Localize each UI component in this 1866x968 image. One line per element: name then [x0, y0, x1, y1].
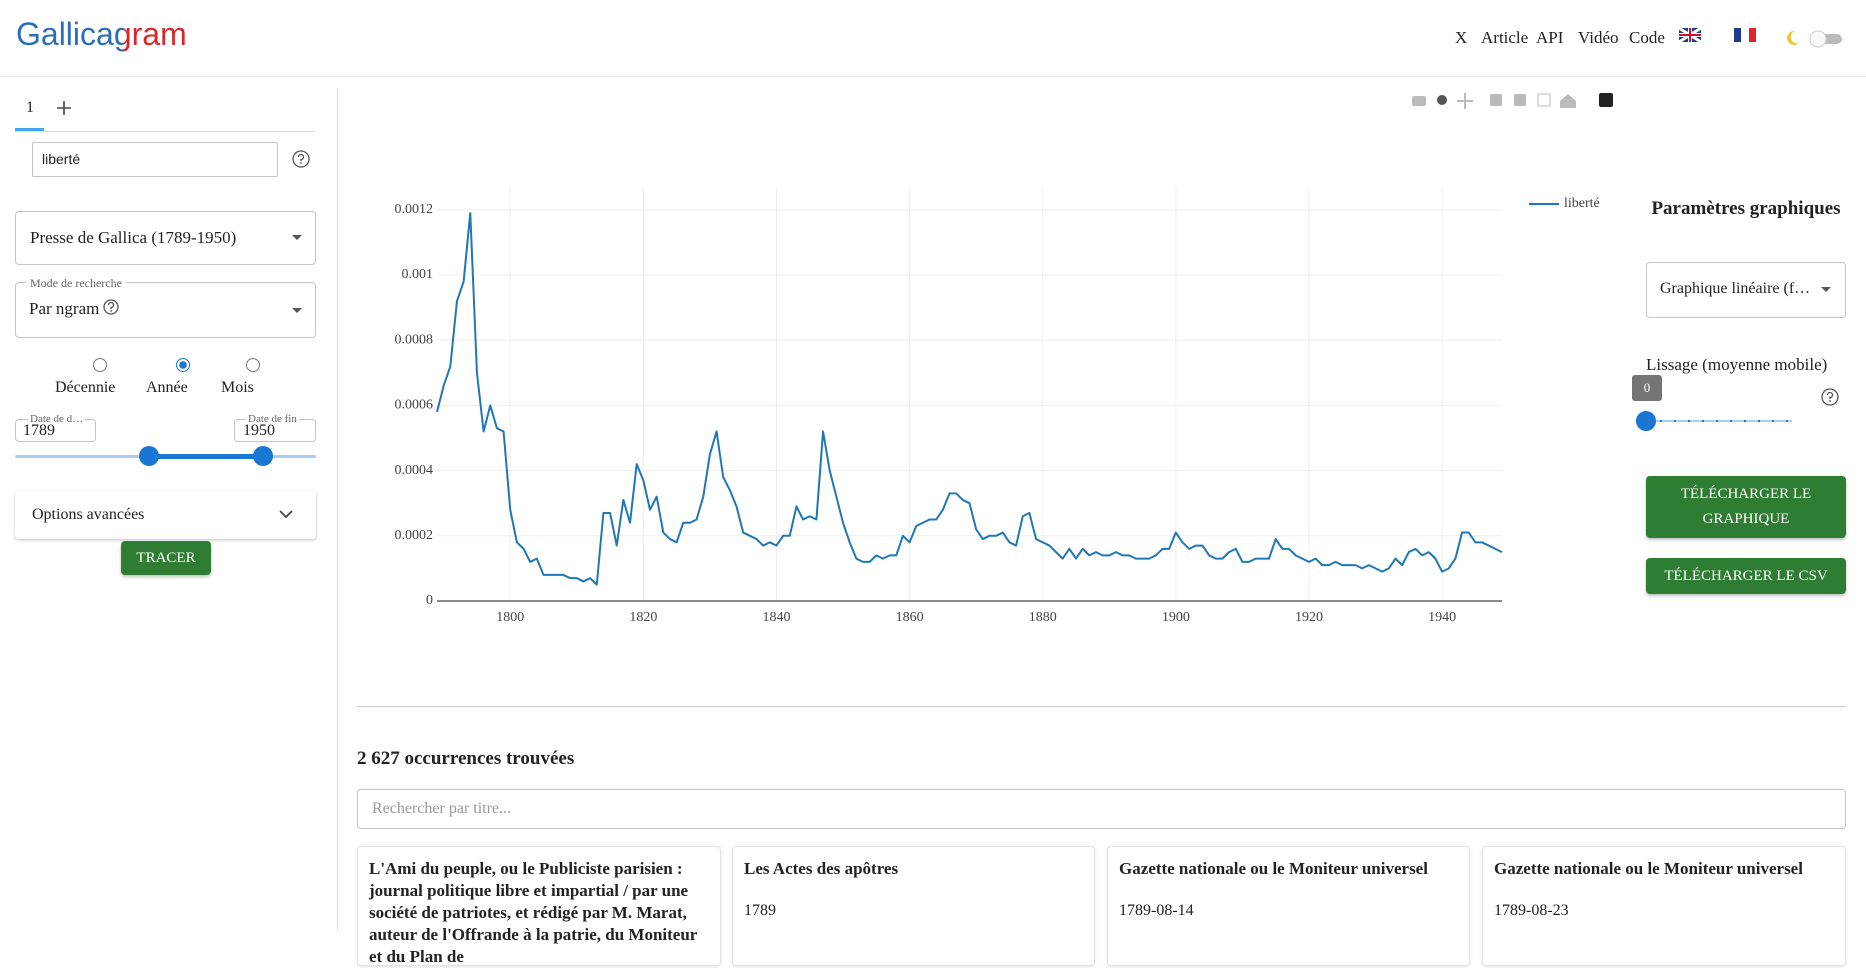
add-tab[interactable]: [56, 100, 72, 116]
results-count: 2 627 occurrences trouvées: [357, 748, 575, 769]
smoothing-tooltip: 0: [1632, 375, 1662, 401]
card-title: L'Ami du peuple, ou le Publiciste parisi…: [369, 859, 698, 966]
mode-value: Par ngram: [29, 299, 100, 318]
tab-divider: [15, 131, 315, 132]
chart: 1800 1820 1840 1860 1880 1900 1920 1940 0 0.0002 0…: [395, 187, 1600, 625]
results-divider: [357, 706, 1846, 707]
chevron: [279, 510, 293, 519]
radio-label: Décennie: [55, 379, 116, 396]
dropdown-arrow: [292, 308, 302, 313]
settings-title: Paramètres graphiques: [1651, 198, 1841, 219]
nav-link[interactable]: X: [1455, 28, 1468, 47]
help-icon[interactable]: [103, 299, 119, 315]
legend-label: liberté: [1564, 196, 1600, 211]
corpus-select[interactable]: Presse de Gallica (1789-1950): [15, 211, 316, 265]
radio-label: Mois: [221, 379, 254, 396]
y-tick-label: 0.0004: [395, 463, 434, 478]
nav-link[interactable]: Article: [1481, 28, 1529, 47]
theme-toggle[interactable]: [1808, 29, 1844, 49]
tab-indicator: [15, 128, 44, 131]
dropdown-arrow: [292, 235, 302, 240]
end-label: Date de fin: [246, 413, 299, 425]
chart-toolbar[interactable]: [1410, 91, 1620, 111]
chart-type-select[interactable]: Graphique linéaire (f…: [1646, 262, 1846, 318]
mode-select[interactable]: [15, 282, 316, 338]
x-tick-label: 1840: [762, 610, 790, 625]
x-tick-label: 1940: [1428, 610, 1456, 625]
title-search[interactable]: Rechercher par titre...: [357, 789, 1846, 829]
x-tick-label: 1800: [496, 610, 524, 625]
card-title: Les Actes des apôtres: [744, 859, 899, 878]
dropdown-arrow: [1821, 287, 1831, 292]
result-card[interactable]: L'Ami du peuple, ou le Publiciste parisi…: [357, 846, 721, 966]
card-date: 1789-08-23: [1494, 902, 1569, 919]
flag-uk[interactable]: [1679, 28, 1701, 42]
download-chart-button[interactable]: TÉLÉCHARGER LE GRAPHIQUE: [1646, 476, 1846, 538]
help-icon[interactable]: [292, 150, 310, 168]
mode-label: Mode de recherche: [26, 276, 126, 291]
range-thumb[interactable]: [253, 446, 273, 466]
x-tick-label: 1820: [629, 610, 657, 625]
page: Gallicagram {"header": {"logo": "Gallica…: [0, 16, 1866, 966]
range-thumb[interactable]: [139, 446, 159, 466]
y-tick-label: 0.0002: [395, 528, 434, 543]
sidebar-divider: [337, 88, 338, 930]
nav-link[interactable]: Code: [1629, 28, 1665, 47]
radio-selected[interactable]: [176, 358, 190, 372]
nav-link[interactable]: Vidéo: [1578, 28, 1619, 47]
radio[interactable]: [246, 358, 260, 372]
smoothing-label: Lissage (moyenne mobile): [1646, 355, 1828, 374]
range-selection: [149, 454, 263, 459]
card-date: 1789-08-14: [1119, 902, 1194, 919]
flag-fr[interactable]: [1734, 28, 1756, 42]
logo[interactable]: Gallicagram: [16, 16, 187, 52]
smoothing-thumb[interactable]: [1636, 411, 1656, 431]
result-card[interactable]: Gazette nationale ou le Moniteur univers…: [1482, 846, 1846, 966]
tab[interactable]: 1: [26, 99, 34, 116]
x-tick-label: 1900: [1162, 610, 1190, 625]
header-divider: [0, 76, 1866, 77]
y-tick-label: 0.0006: [395, 398, 434, 413]
nav-link[interactable]: API: [1536, 28, 1564, 47]
radio-label: Année: [146, 379, 188, 396]
radio[interactable]: [93, 358, 107, 372]
y-tick-label: 0.001: [402, 267, 434, 282]
x-tick-label: 1920: [1295, 610, 1323, 625]
app: 1800 1820 1840 1860 1880 1900 1920 1940 0 0.0002 0…: [0, 16, 1866, 966]
moon-icon: [1787, 30, 1799, 45]
end-value: 1950: [243, 422, 275, 439]
result-card[interactable]: Les Actes des apôtres 1789: [732, 846, 1095, 966]
help-icon[interactable]: [1821, 388, 1839, 406]
x-tick-label: 1880: [1029, 610, 1057, 625]
card-title: Gazette nationale ou le Moniteur univers…: [1119, 859, 1428, 878]
result-card[interactable]: Gazette nationale ou le Moniteur univers…: [1107, 846, 1470, 966]
line-series: [436, 212, 1503, 586]
y-tick-label: 0: [426, 593, 433, 608]
card-date: 1789: [744, 902, 776, 919]
advanced-label: Options avancées: [32, 506, 145, 523]
download-csv-button[interactable]: TÉLÉCHARGER LE CSV: [1646, 558, 1846, 594]
y-tick-label: 0.0012: [395, 202, 434, 217]
y-tick-label: 0.0008: [395, 332, 434, 347]
query-input[interactable]: liberté: [32, 142, 278, 177]
card-title: Gazette nationale ou le Moniteur univers…: [1494, 859, 1803, 878]
start-value: 1789: [23, 422, 55, 439]
start-label: Date de d…: [28, 413, 86, 425]
trace-button[interactable]: TRACER: [121, 541, 211, 575]
smoothing-track: [1646, 420, 1792, 422]
x-tick-label: 1860: [896, 610, 924, 625]
